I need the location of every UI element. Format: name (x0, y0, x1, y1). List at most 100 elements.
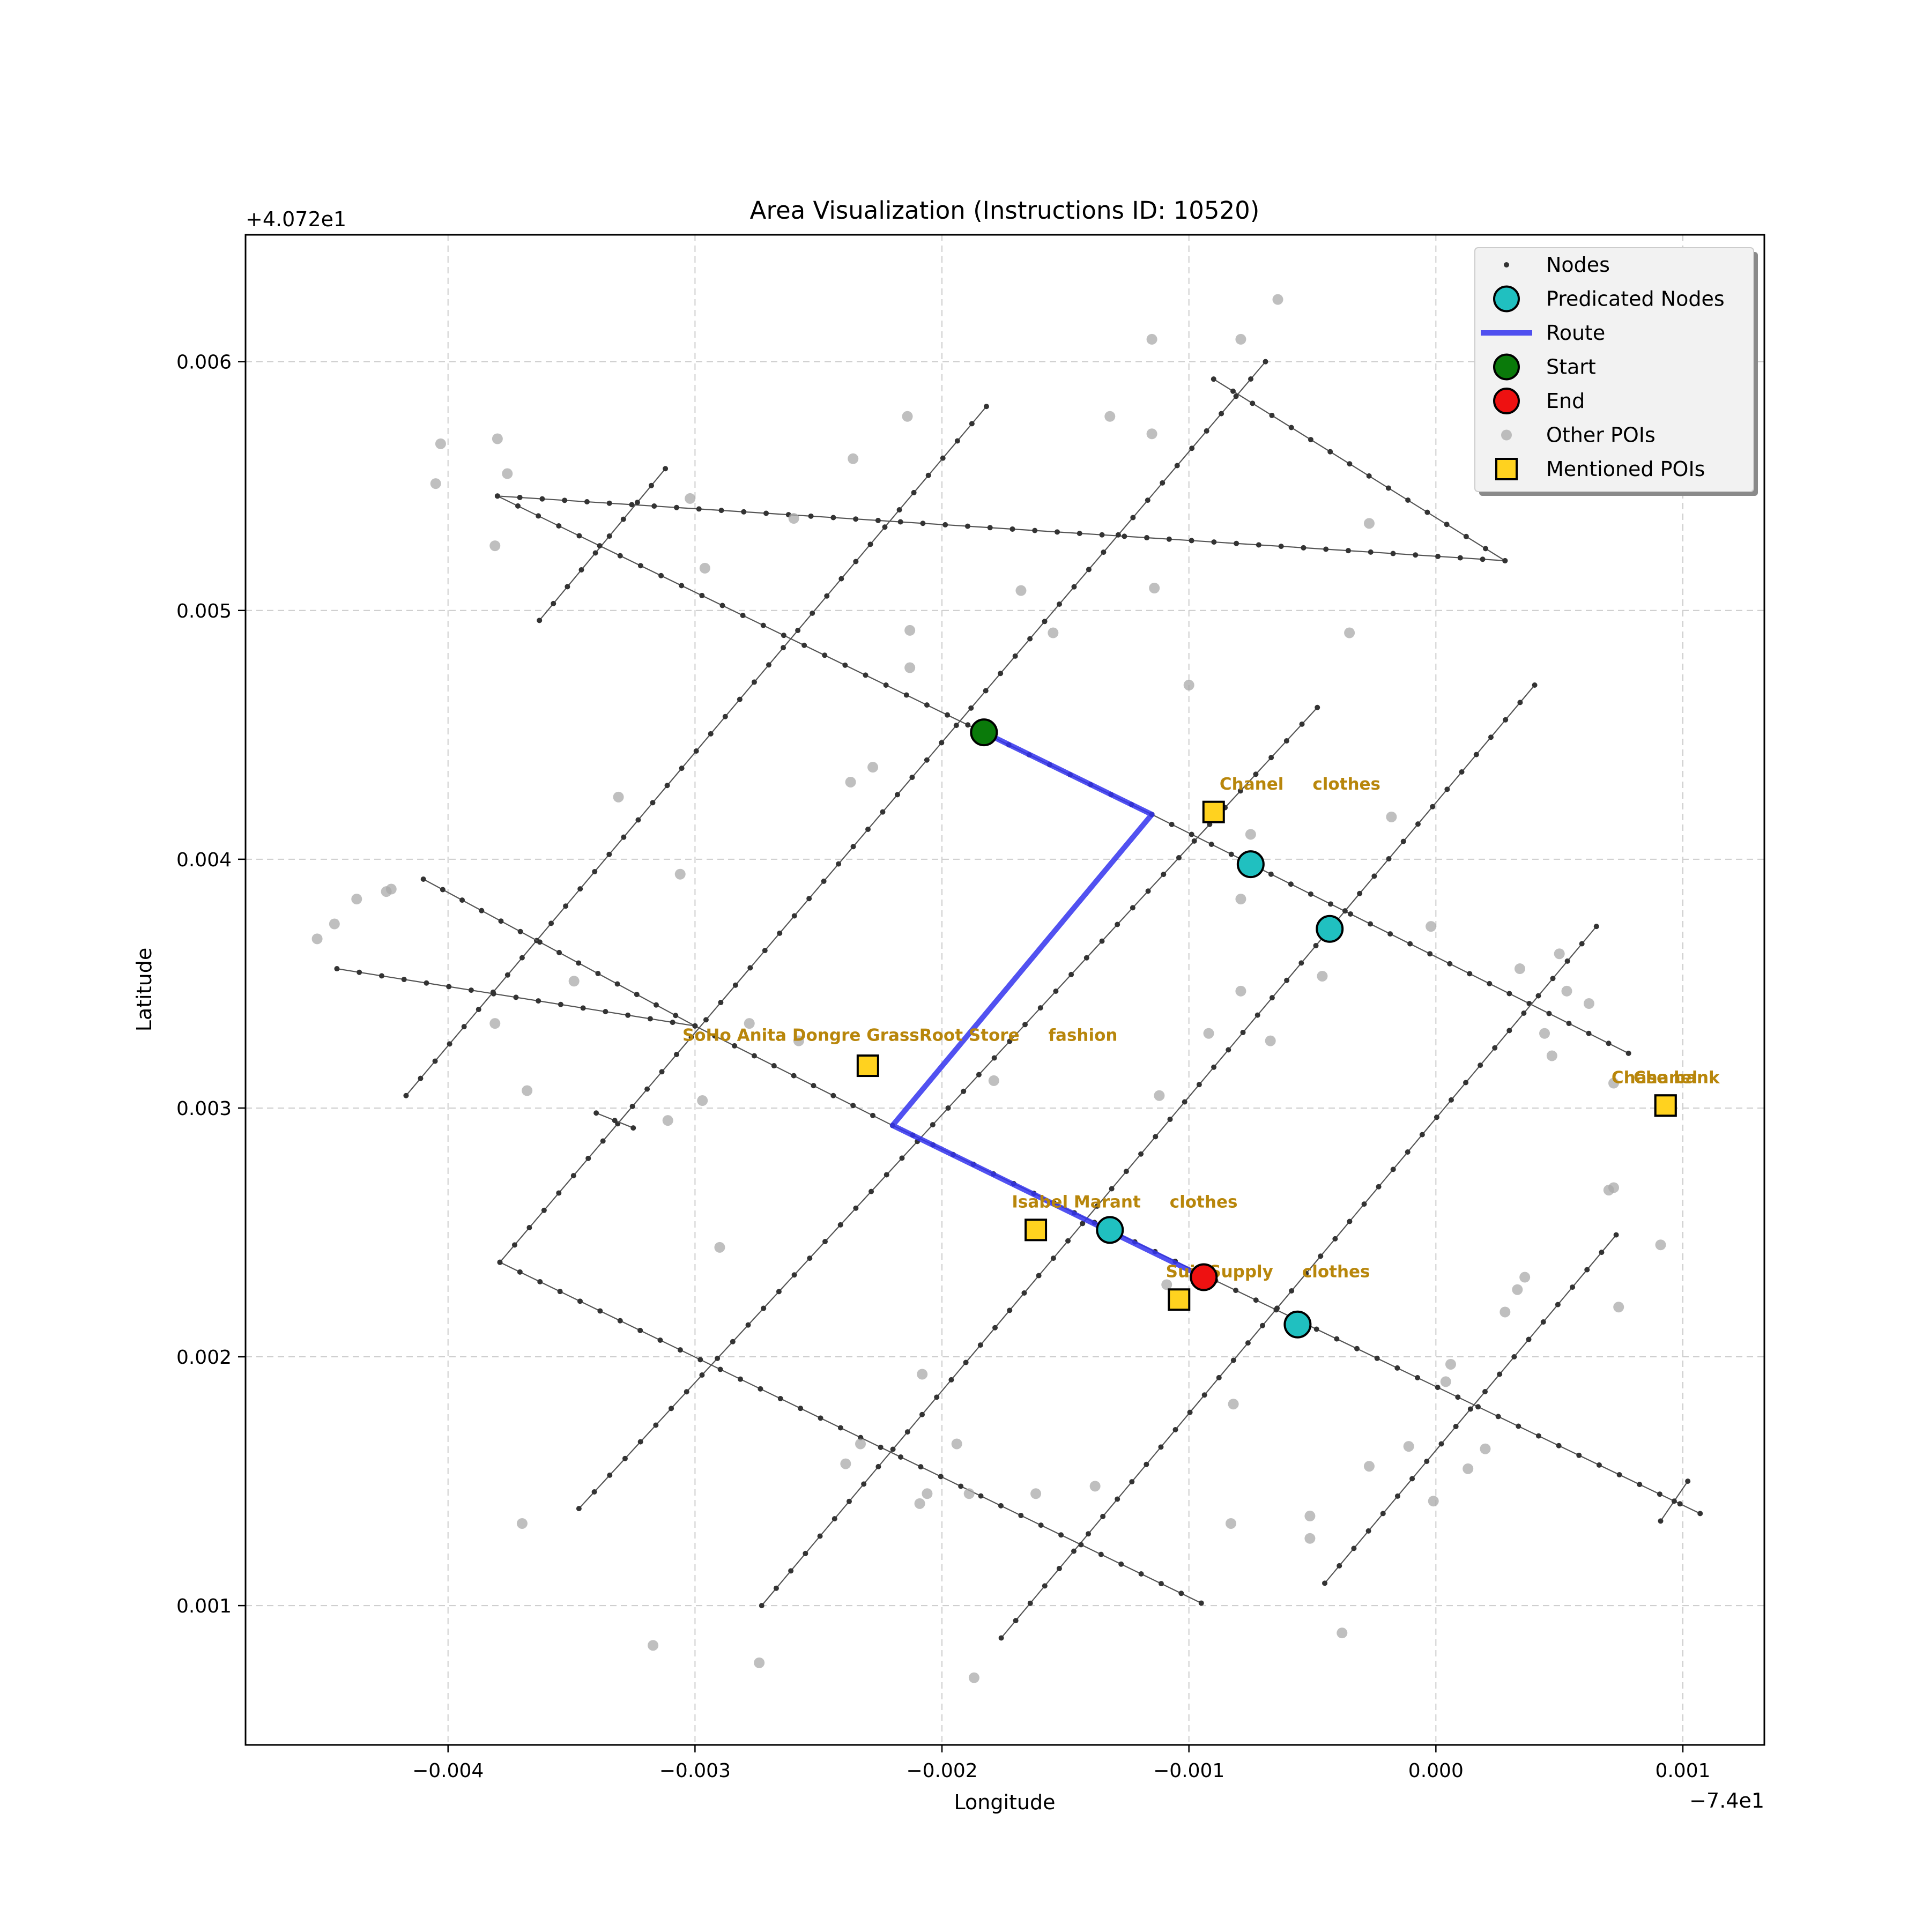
y-tick-label: 0.005 (176, 600, 232, 622)
node (670, 1020, 676, 1026)
node (551, 600, 556, 606)
node (1201, 1392, 1207, 1398)
node (1288, 425, 1294, 430)
node (715, 1355, 721, 1361)
node (432, 1058, 438, 1064)
node (461, 1024, 467, 1030)
node (1174, 463, 1180, 469)
node (1187, 1409, 1193, 1415)
other-poi (1161, 1279, 1172, 1290)
node (1189, 538, 1194, 544)
other-poi (788, 513, 799, 524)
node (1318, 1253, 1324, 1259)
legend: Nodes Predicated Nodes Route Start End Other … (1474, 247, 1758, 496)
node (1077, 531, 1082, 537)
node (1374, 1355, 1380, 1361)
node (1166, 536, 1172, 542)
node (1189, 445, 1195, 451)
node (1435, 1385, 1441, 1391)
other-poi (968, 1672, 979, 1683)
node (945, 1105, 951, 1111)
node (1315, 704, 1320, 710)
node (703, 1017, 709, 1023)
node (875, 517, 881, 523)
other-poi (674, 868, 686, 880)
node (1354, 1346, 1360, 1351)
node (919, 1411, 925, 1417)
node (853, 516, 859, 522)
other-poi (1514, 963, 1525, 975)
node (1313, 1326, 1319, 1332)
other-poi (1426, 921, 1437, 932)
node (558, 1001, 563, 1007)
node (504, 972, 510, 978)
other-poi (1403, 1441, 1414, 1452)
legend-label: Other POIs (1546, 423, 1656, 447)
node (1526, 1336, 1532, 1342)
node (806, 896, 812, 902)
other-poi (793, 1035, 804, 1046)
node (822, 652, 828, 658)
other-poi (1235, 333, 1246, 345)
route-line (889, 730, 1205, 1280)
node (1511, 1354, 1517, 1360)
node (708, 731, 714, 737)
node (1189, 831, 1194, 837)
node (621, 834, 627, 840)
node (1657, 1491, 1662, 1497)
node (890, 1446, 896, 1452)
node (1211, 376, 1216, 382)
node (751, 1053, 757, 1059)
legend-box (1474, 247, 1754, 492)
node (1424, 1458, 1430, 1464)
node (519, 955, 525, 961)
node (647, 1016, 653, 1022)
node (1342, 908, 1348, 914)
node (653, 1422, 659, 1428)
other-poi (1386, 811, 1397, 822)
node (1361, 1201, 1367, 1207)
node (1053, 989, 1059, 994)
node (1027, 1600, 1033, 1606)
node (1566, 1021, 1572, 1027)
node (930, 1122, 936, 1128)
node (1394, 1493, 1400, 1499)
node (630, 1125, 636, 1131)
node (1086, 567, 1092, 573)
other-poi (489, 540, 501, 552)
other-poi (744, 1018, 755, 1029)
node (1208, 842, 1214, 848)
node (998, 1503, 1004, 1509)
other-poi (385, 883, 397, 895)
node (1009, 526, 1015, 532)
node (622, 1455, 628, 1461)
node (738, 1376, 744, 1382)
node (837, 1222, 843, 1228)
node (1055, 529, 1060, 535)
node (897, 519, 903, 525)
node (747, 965, 753, 971)
node (1161, 872, 1167, 878)
node (1234, 540, 1239, 546)
node (760, 622, 766, 628)
node (968, 705, 974, 711)
y-tick-label: 0.006 (176, 352, 232, 374)
node (1021, 1290, 1027, 1296)
node (961, 1088, 967, 1094)
node (1576, 1452, 1582, 1458)
other-poi (329, 918, 340, 930)
node (942, 522, 948, 527)
node (1115, 1496, 1120, 1502)
node (1007, 1307, 1013, 1313)
node (1347, 1218, 1353, 1224)
node (1435, 553, 1441, 559)
node (830, 515, 836, 521)
route-markers (970, 718, 1344, 1339)
node (697, 1357, 703, 1363)
other-poi (489, 1018, 501, 1029)
node (811, 1083, 816, 1089)
node (556, 949, 562, 955)
node (1248, 376, 1254, 382)
node (791, 1073, 797, 1079)
node (1405, 497, 1411, 503)
